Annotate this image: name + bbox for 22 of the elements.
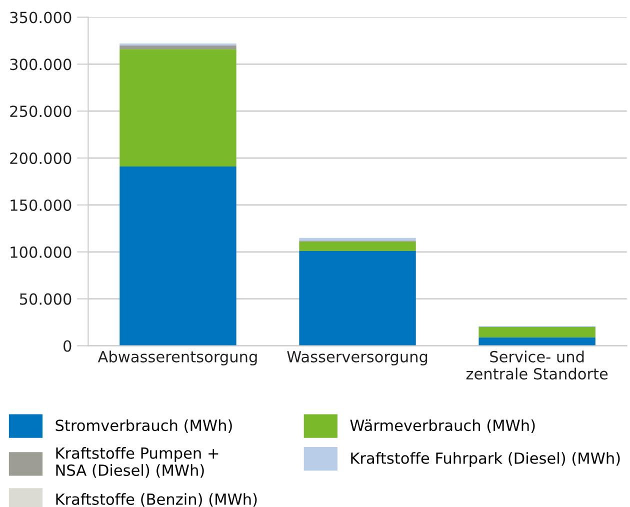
- bar: [478, 327, 596, 338]
- bar: [120, 166, 236, 346]
- legend-label: Kraftstoffe (Benzin) (MWh): [56, 493, 257, 507]
- x-tick-label: Abwasserentsorgung: [98, 350, 257, 366]
- y-tick-label: 0: [64, 340, 72, 352]
- y-tick-label: 50.000: [20, 293, 72, 305]
- bar: [299, 242, 416, 251]
- y-tick-label: 300.000: [10, 58, 72, 70]
- bar: [299, 250, 416, 346]
- x-tick-label: Wasserversorgung: [287, 351, 428, 366]
- y-tick-label: 350.000: [10, 12, 72, 24]
- y-tick-label: 150.000: [10, 199, 72, 211]
- x-tick-label: Service- und zentrale Standorte: [466, 350, 608, 380]
- legend-label: Kraftstoffe Fuhrpark (Diesel) (MWh): [351, 452, 620, 467]
- y-tick-label: 100.000: [10, 246, 72, 258]
- legend-label: Stromverbrauch (MWh): [56, 419, 232, 433]
- y-tick-label: 250.000: [10, 106, 72, 118]
- legend-label: Kraftstoffe Pumpen + NSA (Diesel) (MWh): [56, 447, 218, 478]
- bar: [120, 45, 236, 50]
- bar: [120, 49, 236, 166]
- y-tick-label: 200.000: [10, 152, 72, 164]
- legend-label: Wärmeverbrauch (MWh): [350, 419, 535, 433]
